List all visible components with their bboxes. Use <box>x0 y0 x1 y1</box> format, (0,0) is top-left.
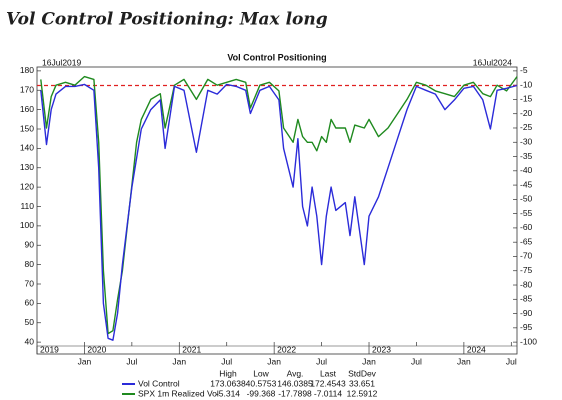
stats-value: -5.314 <box>216 388 240 398</box>
y2-tick-label: -80 <box>520 279 533 289</box>
x-tick-label: Jul <box>316 356 327 366</box>
y2-tick-label: -15 <box>520 94 533 104</box>
y2-tick-label: -85 <box>520 294 533 304</box>
stats-header: Low <box>253 368 269 378</box>
series-line <box>40 83 518 341</box>
y2-tick-label: -65 <box>520 236 533 246</box>
x-tick-label: Jan <box>457 356 471 366</box>
x-tick-label: Jan <box>78 356 92 366</box>
x-tick-label: Jan <box>267 356 281 366</box>
stats-value: 172.4543 <box>310 378 346 388</box>
start-annotation: 16Jul2019 <box>42 57 82 67</box>
stats-value: 33.651 <box>349 378 375 388</box>
year-label: 2022 <box>277 344 296 354</box>
year-label: 2020 <box>87 344 106 354</box>
y-tick-label: 160 <box>20 104 34 114</box>
y2-tick-label: -40 <box>520 165 533 175</box>
y2-tick-label: -30 <box>520 137 533 147</box>
y-tick-label: 60 <box>25 298 35 308</box>
y2-tick-label: -50 <box>520 194 533 204</box>
x-tick-label: Jan <box>172 356 186 366</box>
y-tick-label: 40 <box>25 336 35 346</box>
y2-tick-label: -70 <box>520 251 533 261</box>
series-line <box>40 75 518 335</box>
stats-value: 173.0638 <box>210 378 246 388</box>
stats-value: -17.7898 <box>278 388 312 398</box>
x-tick-label: Jul <box>221 356 232 366</box>
y2-tick-label: -35 <box>520 151 533 161</box>
y-tick-label: 90 <box>25 240 35 250</box>
y-tick-label: 180 <box>20 65 34 75</box>
y2-tick-label: -95 <box>520 322 533 332</box>
y-tick-label: 170 <box>20 85 34 95</box>
y2-tick-label: -25 <box>520 122 533 132</box>
end-annotation: 16Jul2024 <box>473 57 513 67</box>
year-label: 2021 <box>182 344 201 354</box>
y2-tick-label: -60 <box>520 222 533 232</box>
y-tick-label: 110 <box>20 201 34 211</box>
y2-tick-label: -100 <box>520 336 537 346</box>
stats-value: 12.5912 <box>347 388 378 398</box>
stats-value: -7.0114 <box>314 388 342 398</box>
y-tick-label: 70 <box>25 278 35 288</box>
stats-header: High <box>219 368 237 378</box>
year-label: 2023 <box>372 344 391 354</box>
y2-tick-label: -10 <box>520 79 533 89</box>
stats-value: -99.368 <box>247 388 276 398</box>
stats-header: Last <box>320 368 337 378</box>
y-tick-label: 80 <box>25 259 35 269</box>
stats-value: 146.0385 <box>277 378 313 388</box>
x-tick-label: Jul <box>411 356 422 366</box>
y-tick-label: 50 <box>25 317 35 327</box>
y2-tick-label: -45 <box>520 179 533 189</box>
chart-subtitle: Vol Control Positioning <box>227 52 326 62</box>
x-tick-label: Jul <box>506 356 517 366</box>
year-label: 2024 <box>467 344 486 354</box>
chart-title: Vol Control Positioning: Max long <box>6 10 328 30</box>
y2-tick-label: -55 <box>520 208 533 218</box>
x-tick-label: Jul <box>126 356 137 366</box>
year-label: 2019 <box>40 344 59 354</box>
y-tick-label: 140 <box>20 143 34 153</box>
legend-label: SPX 1m Realized Vol <box>138 388 219 398</box>
y2-tick-label: -20 <box>520 108 533 118</box>
y-tick-label: 150 <box>20 123 34 133</box>
x-tick-label: Jan <box>362 356 376 366</box>
plot-frame <box>36 66 518 355</box>
y2-tick-label: -5 <box>520 65 528 75</box>
stats-header: Avg. <box>287 368 304 378</box>
y2-tick-label: -90 <box>520 308 533 318</box>
stats-header: StdDev <box>348 368 377 378</box>
legend-label: Vol Control <box>138 378 180 388</box>
y-tick-label: 130 <box>20 162 34 172</box>
y2-tick-label: -75 <box>520 265 533 275</box>
stats-value: 40.5753 <box>246 378 277 388</box>
y-tick-label: 120 <box>20 181 34 191</box>
y-tick-label: 100 <box>20 220 34 230</box>
